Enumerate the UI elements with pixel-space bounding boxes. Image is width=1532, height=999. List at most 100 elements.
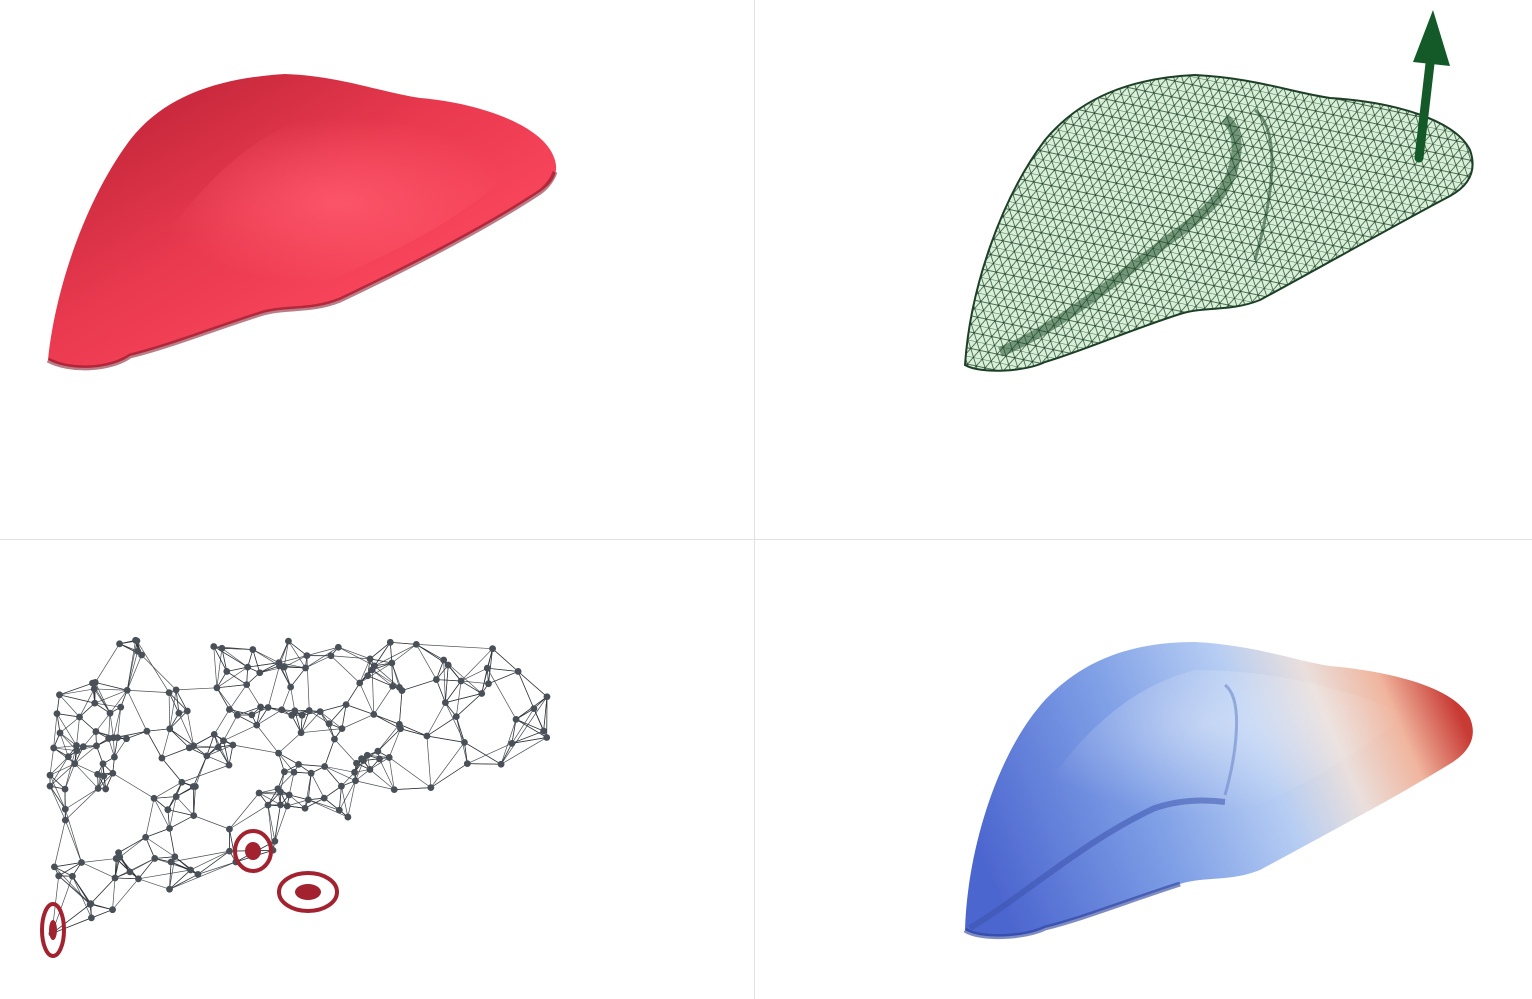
graph-node[interactable] (338, 782, 345, 790)
graph-node[interactable] (478, 690, 486, 697)
graph-node[interactable] (243, 681, 251, 689)
graph-node[interactable] (398, 687, 406, 694)
graph-node[interactable] (166, 885, 173, 893)
graph-node[interactable] (56, 729, 64, 737)
graph-node[interactable] (183, 707, 191, 715)
graph-node[interactable] (172, 686, 180, 694)
graph-node[interactable] (220, 737, 227, 745)
graph-node[interactable] (64, 753, 72, 761)
graph-node[interactable] (288, 711, 296, 719)
graph-node[interactable] (497, 760, 505, 768)
graph-node[interactable] (248, 711, 256, 719)
graph-node[interactable] (86, 900, 94, 908)
graph-node[interactable] (166, 824, 173, 832)
graph-node[interactable] (283, 802, 291, 810)
graph-node[interactable] (93, 742, 100, 750)
graph-node[interactable] (386, 638, 394, 646)
graph-node[interactable] (277, 801, 284, 809)
graph-node[interactable] (78, 859, 85, 866)
graph-node[interactable] (46, 771, 54, 779)
graph-node[interactable] (94, 785, 102, 792)
graph-node[interactable] (135, 875, 142, 883)
graph-node[interactable] (331, 735, 338, 743)
graph-node[interactable] (167, 858, 175, 866)
graph-node[interactable] (280, 768, 288, 776)
graph-node[interactable] (91, 699, 99, 707)
graph-node[interactable] (297, 729, 305, 737)
graph-node[interactable] (463, 760, 471, 768)
graph-node[interactable] (412, 640, 420, 648)
graph-node[interactable] (397, 725, 404, 733)
graph-node[interactable] (364, 672, 372, 680)
graph-node[interactable] (385, 754, 393, 761)
graph-node[interactable] (287, 683, 295, 691)
graph-node[interactable] (356, 679, 364, 687)
graph-node[interactable] (427, 784, 435, 792)
graph-node[interactable] (115, 849, 122, 857)
graph-node[interactable] (226, 706, 233, 713)
graph-node[interactable] (114, 734, 121, 742)
graph-node[interactable] (210, 643, 218, 650)
vertical-divider[interactable] (754, 0, 755, 999)
graph-node[interactable] (50, 863, 58, 871)
graph-node[interactable] (321, 763, 329, 770)
graph-node[interactable] (194, 870, 202, 878)
graph-node[interactable] (320, 794, 328, 802)
graph-node[interactable] (223, 668, 231, 675)
graph-node[interactable] (105, 735, 112, 742)
graph-node[interactable] (440, 656, 448, 664)
graph-node[interactable] (285, 637, 292, 645)
graph-node[interactable] (423, 732, 431, 740)
graph-node[interactable] (275, 749, 282, 757)
graph-node[interactable] (256, 669, 264, 677)
graph-node[interactable] (285, 791, 293, 799)
graph-node[interactable] (441, 699, 449, 707)
graph-node[interactable] (514, 668, 522, 675)
graph-node[interactable] (111, 753, 118, 761)
graph-node[interactable] (164, 806, 172, 814)
graph-node[interactable] (61, 816, 69, 824)
graph-node[interactable] (274, 785, 282, 793)
graph-node[interactable] (117, 703, 125, 711)
graph-node[interactable] (92, 728, 100, 735)
graph-node[interactable] (73, 747, 81, 755)
graph-node[interactable] (334, 643, 342, 651)
graph-node[interactable] (165, 689, 173, 697)
graph-node[interactable] (94, 770, 101, 778)
graph-node[interactable] (226, 825, 233, 833)
graph-node[interactable] (257, 703, 264, 711)
graph-node[interactable] (73, 742, 80, 749)
graph-node[interactable] (79, 743, 87, 751)
graph-node[interactable] (278, 706, 286, 714)
graph-node[interactable] (457, 677, 465, 685)
graph-node[interactable] (298, 711, 306, 719)
graph-node[interactable] (229, 741, 237, 749)
graph-node[interactable] (508, 739, 516, 747)
graph-node[interactable] (290, 768, 298, 776)
graph-node[interactable] (543, 734, 551, 741)
target-ring-icon[interactable] (277, 871, 339, 913)
graph-node[interactable] (316, 708, 324, 715)
graph-node[interactable] (271, 837, 279, 845)
graph-node[interactable] (76, 713, 83, 721)
graph-node[interactable] (432, 676, 440, 683)
graph-node[interactable] (172, 793, 180, 800)
graph-node[interactable] (88, 914, 95, 922)
target-ring-icon[interactable] (233, 829, 273, 873)
graph-node[interactable] (133, 637, 141, 645)
graph-node[interactable] (307, 769, 315, 777)
graph-node[interactable] (71, 760, 79, 768)
graph-node[interactable] (388, 659, 396, 667)
graph-node[interactable] (264, 704, 272, 711)
graph-node[interactable] (304, 796, 312, 804)
graph-node[interactable] (111, 874, 119, 882)
viewport-node-graph[interactable] (0, 540, 754, 999)
graph-node[interactable] (255, 789, 263, 797)
graph-node[interactable] (142, 833, 150, 841)
graph-node[interactable] (213, 684, 221, 692)
graph-node[interactable] (61, 785, 69, 793)
graph-node[interactable] (99, 760, 107, 768)
graph-node[interactable] (353, 759, 360, 767)
graph-node[interactable] (116, 640, 123, 648)
graph-node[interactable] (175, 709, 183, 717)
